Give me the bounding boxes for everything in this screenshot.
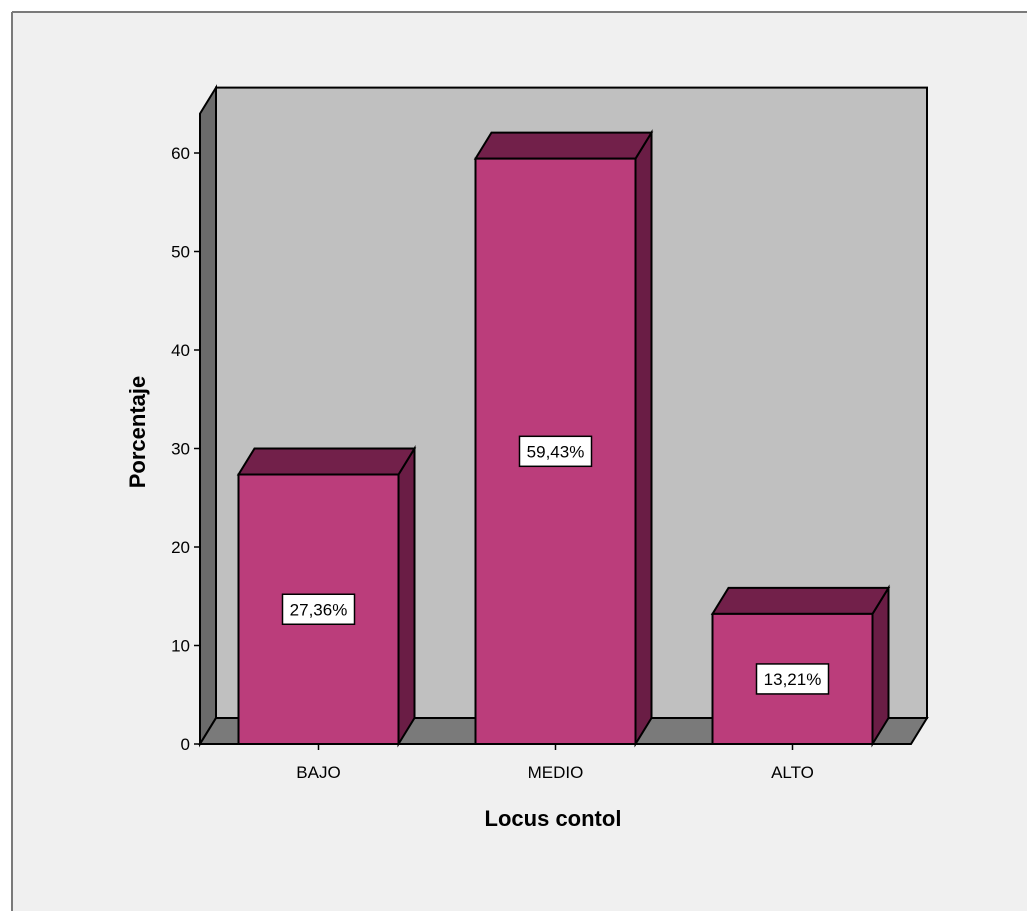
x-axis: BAJO MEDIO ALTO [296, 744, 814, 782]
y-tick-label: 60 [171, 144, 190, 163]
data-label-box [518, 435, 593, 468]
bar-side [634, 129, 653, 748]
data-label: 27,36% [290, 600, 348, 619]
y-tick-label: 40 [171, 341, 190, 360]
x-tick-label: MEDIO [528, 763, 584, 782]
y-tick-label: 20 [171, 538, 190, 557]
y-axis: 0 10 20 30 40 50 60 [171, 144, 200, 754]
bar-top [710, 586, 891, 615]
bar-side [397, 444, 416, 748]
bar: 59,43% [473, 129, 654, 748]
bar: 13,21% [710, 584, 891, 748]
y-axis-title: Porcentaje [125, 376, 150, 489]
bar: 27,36% [236, 444, 417, 748]
y-tick-label: 10 [171, 637, 190, 656]
data-label: 13,21% [764, 670, 822, 689]
x-tick-label: BAJO [296, 763, 340, 782]
data-label-box [755, 663, 830, 695]
bar-top [473, 131, 654, 160]
y-tick-label: 30 [171, 440, 190, 459]
side-wall [199, 84, 217, 748]
data-label-box [281, 593, 356, 626]
y-tick-label: 50 [171, 243, 190, 262]
bars: 27,36% 59,43% 13,21% [236, 129, 891, 748]
bar-top [236, 447, 417, 476]
data-label: 59,43% [527, 442, 585, 461]
x-tick-label: ALTO [771, 763, 814, 782]
y-tick-label: 0 [181, 735, 190, 754]
x-axis-title: Locus contol [485, 806, 622, 831]
